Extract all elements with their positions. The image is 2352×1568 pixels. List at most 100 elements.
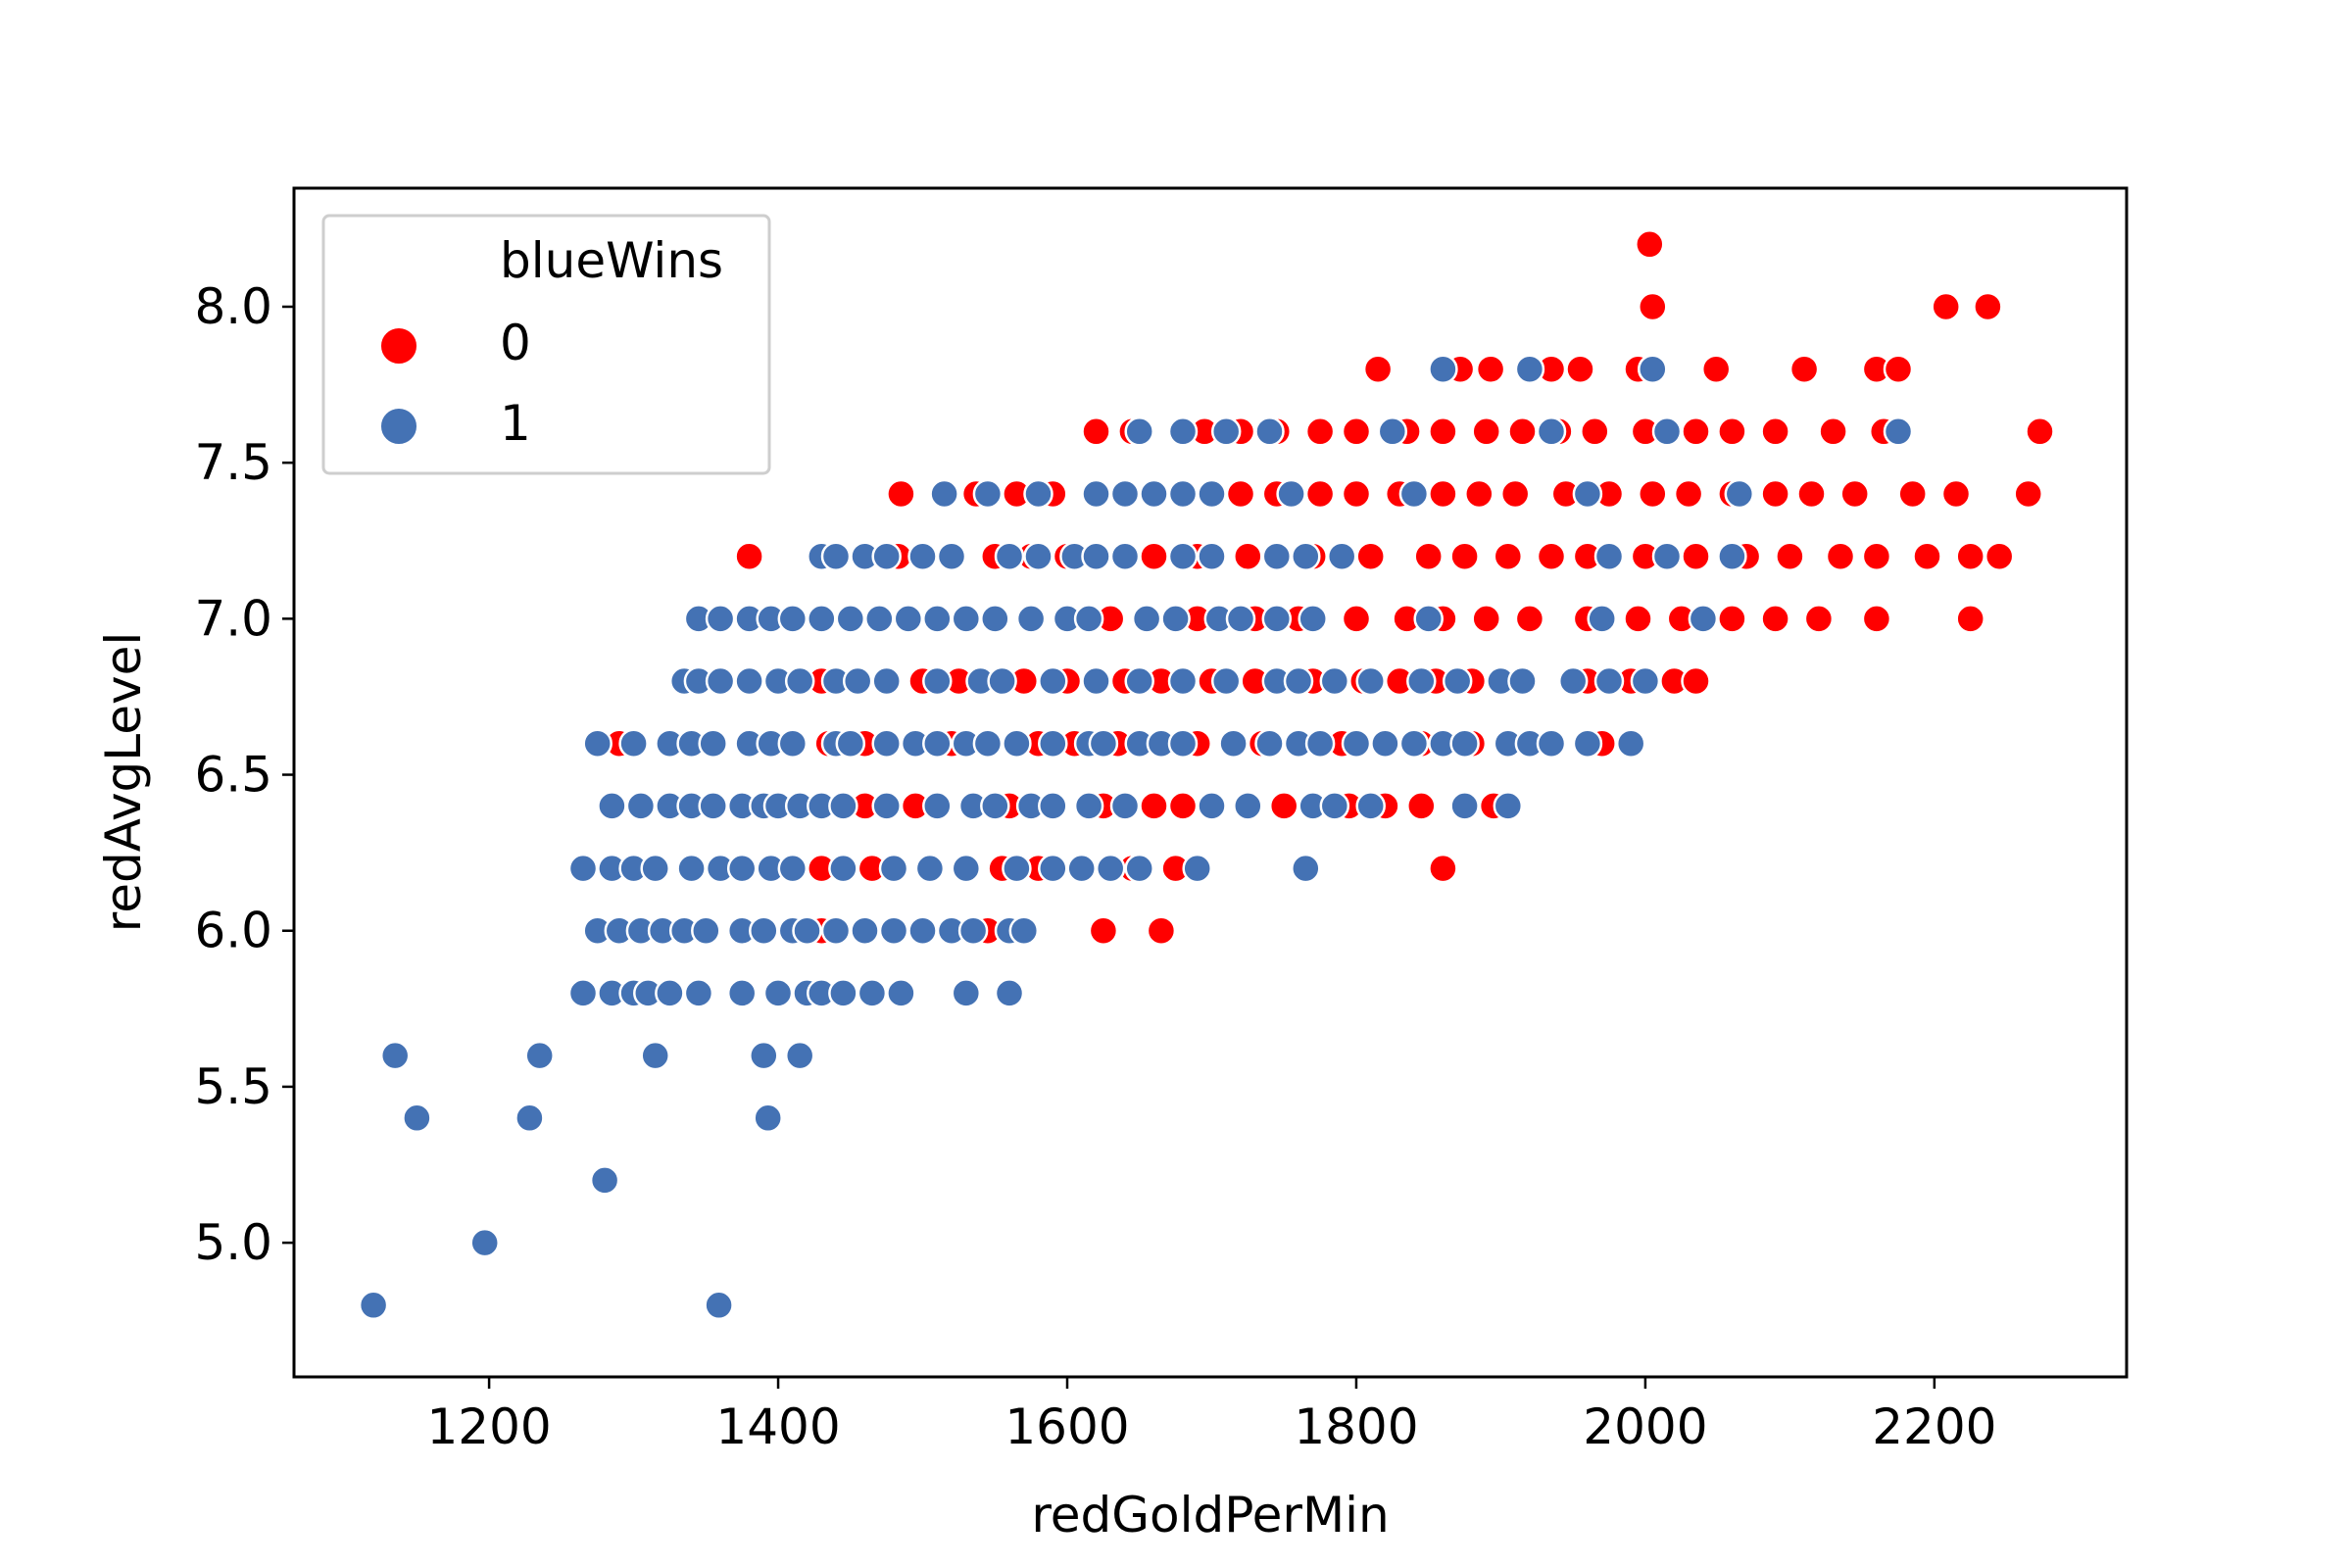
data-point	[1167, 665, 1199, 697]
data-point	[1326, 541, 1357, 571]
y-axis-ticks: 5.0 5.5 6.0 6.5 7.0 7.5 8.0	[194, 278, 294, 1271]
data-point	[625, 791, 657, 821]
data-point	[1413, 541, 1444, 571]
data-point	[1124, 416, 1154, 447]
x-tick-label: 1800	[1294, 1398, 1418, 1455]
data-point	[567, 853, 599, 884]
data-point	[1167, 728, 1199, 759]
x-axis-ticks: 1200 1400 1600 1800 2000 2200	[426, 1377, 1996, 1455]
data-point	[1291, 541, 1321, 571]
data-point	[705, 665, 736, 697]
y-axis-label: redAvgLevel	[95, 632, 152, 933]
data-point	[1635, 229, 1665, 260]
data-point	[1651, 541, 1683, 571]
data-point	[1268, 791, 1299, 821]
data-point	[1572, 478, 1603, 510]
data-point	[1940, 478, 1972, 510]
data-point	[784, 665, 815, 697]
data-point	[820, 915, 852, 946]
data-point	[1304, 416, 1336, 447]
data-point	[1536, 728, 1567, 759]
data-point	[704, 1290, 734, 1321]
data-point	[1973, 291, 2003, 322]
data-point	[524, 1040, 555, 1071]
data-point	[1023, 478, 1054, 510]
data-point	[1276, 478, 1306, 510]
data-point	[1008, 915, 1040, 946]
data-point	[1775, 541, 1805, 571]
data-point	[1449, 791, 1480, 821]
data-point	[1717, 604, 1747, 634]
y-tick-label: 8.0	[194, 278, 272, 335]
y-tick-label: 7.0	[194, 590, 272, 647]
data-point	[1638, 291, 1668, 322]
x-tick-label: 2000	[1583, 1398, 1707, 1455]
data-point	[1081, 478, 1111, 510]
data-point	[1464, 478, 1494, 510]
data-point	[828, 791, 858, 821]
data-point	[1717, 416, 1747, 447]
data-point	[726, 853, 758, 884]
data-point	[734, 665, 764, 697]
data-point	[1449, 541, 1480, 571]
data-point	[1428, 416, 1458, 447]
data-point	[1557, 665, 1589, 697]
legend-marker-1	[379, 407, 418, 446]
data-point	[1233, 791, 1263, 821]
data-point	[1088, 728, 1119, 759]
data-point	[886, 478, 916, 510]
plot-frame	[292, 186, 2129, 1379]
y-tick-label: 6.0	[194, 903, 272, 959]
data-point	[1131, 604, 1162, 634]
legend-box	[321, 214, 771, 475]
data-point	[871, 665, 902, 697]
x-tick-label: 1400	[715, 1398, 840, 1455]
data-point	[1475, 354, 1506, 384]
data-point	[857, 978, 888, 1008]
data-point	[914, 853, 946, 884]
data-point	[1210, 416, 1242, 447]
data-point	[1139, 541, 1169, 571]
data-point	[1883, 416, 1914, 447]
data-point	[980, 604, 1010, 634]
x-tick-label: 1200	[426, 1398, 551, 1455]
data-point	[1760, 604, 1790, 634]
data-point	[907, 915, 938, 946]
data-point	[1015, 604, 1047, 634]
data-point	[1210, 665, 1242, 697]
data-point	[1038, 791, 1068, 821]
x-tick-label: 1600	[1004, 1398, 1129, 1455]
data-point	[1796, 478, 1827, 510]
data-point	[1724, 478, 1755, 510]
data-point	[2025, 416, 2055, 447]
data-point	[871, 728, 902, 759]
data-point	[1651, 416, 1683, 447]
data-point	[1883, 354, 1914, 384]
data-point	[597, 791, 627, 821]
data-point	[582, 728, 612, 759]
data-point	[1572, 728, 1603, 759]
data-point	[922, 791, 953, 821]
data-point	[1095, 853, 1126, 884]
data-point	[807, 604, 837, 634]
data-point	[1341, 604, 1372, 634]
data-point	[1428, 354, 1458, 384]
data-point	[698, 791, 728, 821]
data-point	[835, 728, 866, 759]
data-point	[1341, 728, 1372, 759]
data-point	[951, 978, 982, 1008]
data-point	[1717, 541, 1747, 571]
data-point	[1406, 665, 1437, 697]
data-point	[1218, 728, 1249, 759]
data-point	[777, 728, 808, 759]
data-point	[1507, 665, 1538, 697]
data-point	[1197, 791, 1227, 821]
data-point	[1514, 604, 1545, 634]
data-point	[698, 728, 728, 759]
data-point	[1341, 478, 1372, 510]
data-point	[1254, 416, 1285, 447]
data-point	[1803, 604, 1835, 634]
data-point	[1442, 665, 1473, 697]
data-point	[1700, 354, 1732, 384]
